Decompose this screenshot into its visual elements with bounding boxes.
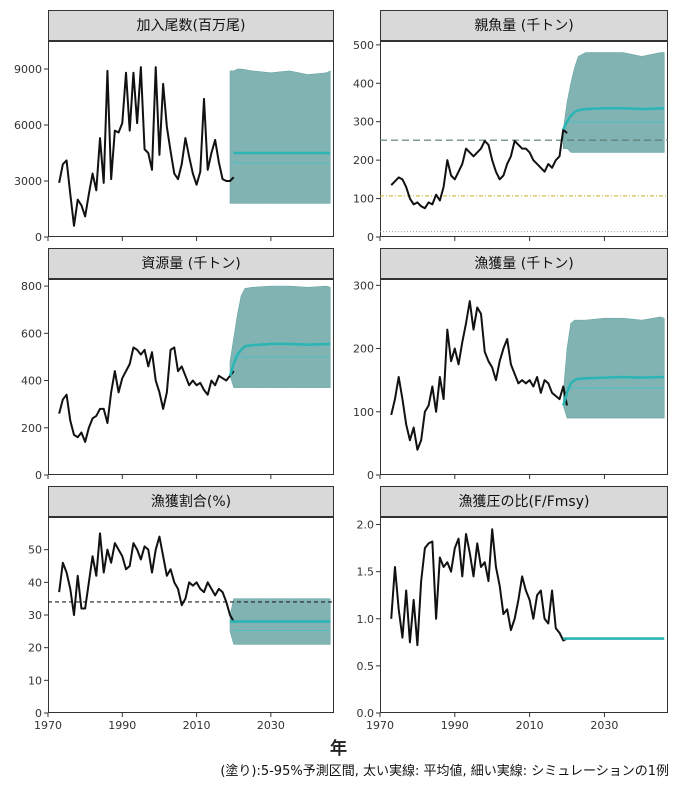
x-tick-label: 1990 <box>441 719 469 732</box>
y-tick-label: 1.0 <box>357 613 375 626</box>
y-tick-label: 0 <box>35 231 42 244</box>
panel-title: 漁獲量 (千トン) <box>380 248 668 279</box>
plot-area <box>48 517 334 713</box>
x-tick-label: 1970 <box>34 719 62 732</box>
y-tick-label: 0.5 <box>357 660 375 673</box>
y-tick-label: 300 <box>353 279 374 292</box>
y-tick-label: 0 <box>35 469 42 482</box>
y-tick-label: 600 <box>21 327 42 340</box>
panel-title: 親魚量 (千トン) <box>380 10 668 41</box>
y-tick-label: 1.5 <box>357 566 375 579</box>
x-tick-label: 2010 <box>183 719 211 732</box>
y-tick-label: 3000 <box>14 175 42 188</box>
y-tick-label: 2.0 <box>357 519 375 532</box>
y-tick-label: 100 <box>353 193 374 206</box>
y-tick-label: 200 <box>353 154 374 167</box>
y-tick-label: 100 <box>353 406 374 419</box>
panel-title: 漁獲圧の比(F/Fmsy) <box>380 486 668 517</box>
y-tick-label: 10 <box>28 674 42 687</box>
plot-area <box>48 41 334 237</box>
y-tick-label: 0.0 <box>357 707 375 720</box>
y-tick-label: 200 <box>353 343 374 356</box>
y-tick-label: 200 <box>21 422 42 435</box>
plot-area <box>380 517 668 713</box>
y-tick-label: 40 <box>28 576 42 589</box>
y-tick-label: 30 <box>28 609 42 622</box>
x-tick-label: 1990 <box>108 719 136 732</box>
x-tick-label: 2030 <box>257 719 285 732</box>
y-tick-label: 0 <box>367 231 374 244</box>
y-tick-label: 6000 <box>14 119 42 132</box>
x-tick-label: 1970 <box>366 719 394 732</box>
x-tick-label: 2010 <box>516 719 544 732</box>
y-tick-label: 300 <box>353 116 374 129</box>
plot-area <box>380 279 668 475</box>
x-axis-title: 年 <box>330 739 347 759</box>
chart-caption: (塗り):5-95%予測区間, 太い実線: 平均値, 細い実線: シミュレーショ… <box>220 764 669 779</box>
y-tick-label: 0 <box>367 469 374 482</box>
x-tick-label: 2030 <box>590 719 618 732</box>
panel-title: 加入尾数(百万尾) <box>48 10 334 41</box>
y-tick-label: 400 <box>21 375 42 388</box>
plot-area <box>48 279 334 475</box>
y-tick-label: 50 <box>28 544 42 557</box>
panel-title: 資源量 (千トン) <box>48 248 334 279</box>
y-tick-label: 20 <box>28 642 42 655</box>
panel-title: 漁獲割合(%) <box>48 486 334 517</box>
y-tick-label: 800 <box>21 280 42 293</box>
y-tick-label: 0 <box>35 707 42 720</box>
plot-area <box>380 41 668 237</box>
y-tick-label: 400 <box>353 77 374 90</box>
y-tick-label: 500 <box>353 39 374 52</box>
y-tick-label: 9000 <box>14 63 42 76</box>
